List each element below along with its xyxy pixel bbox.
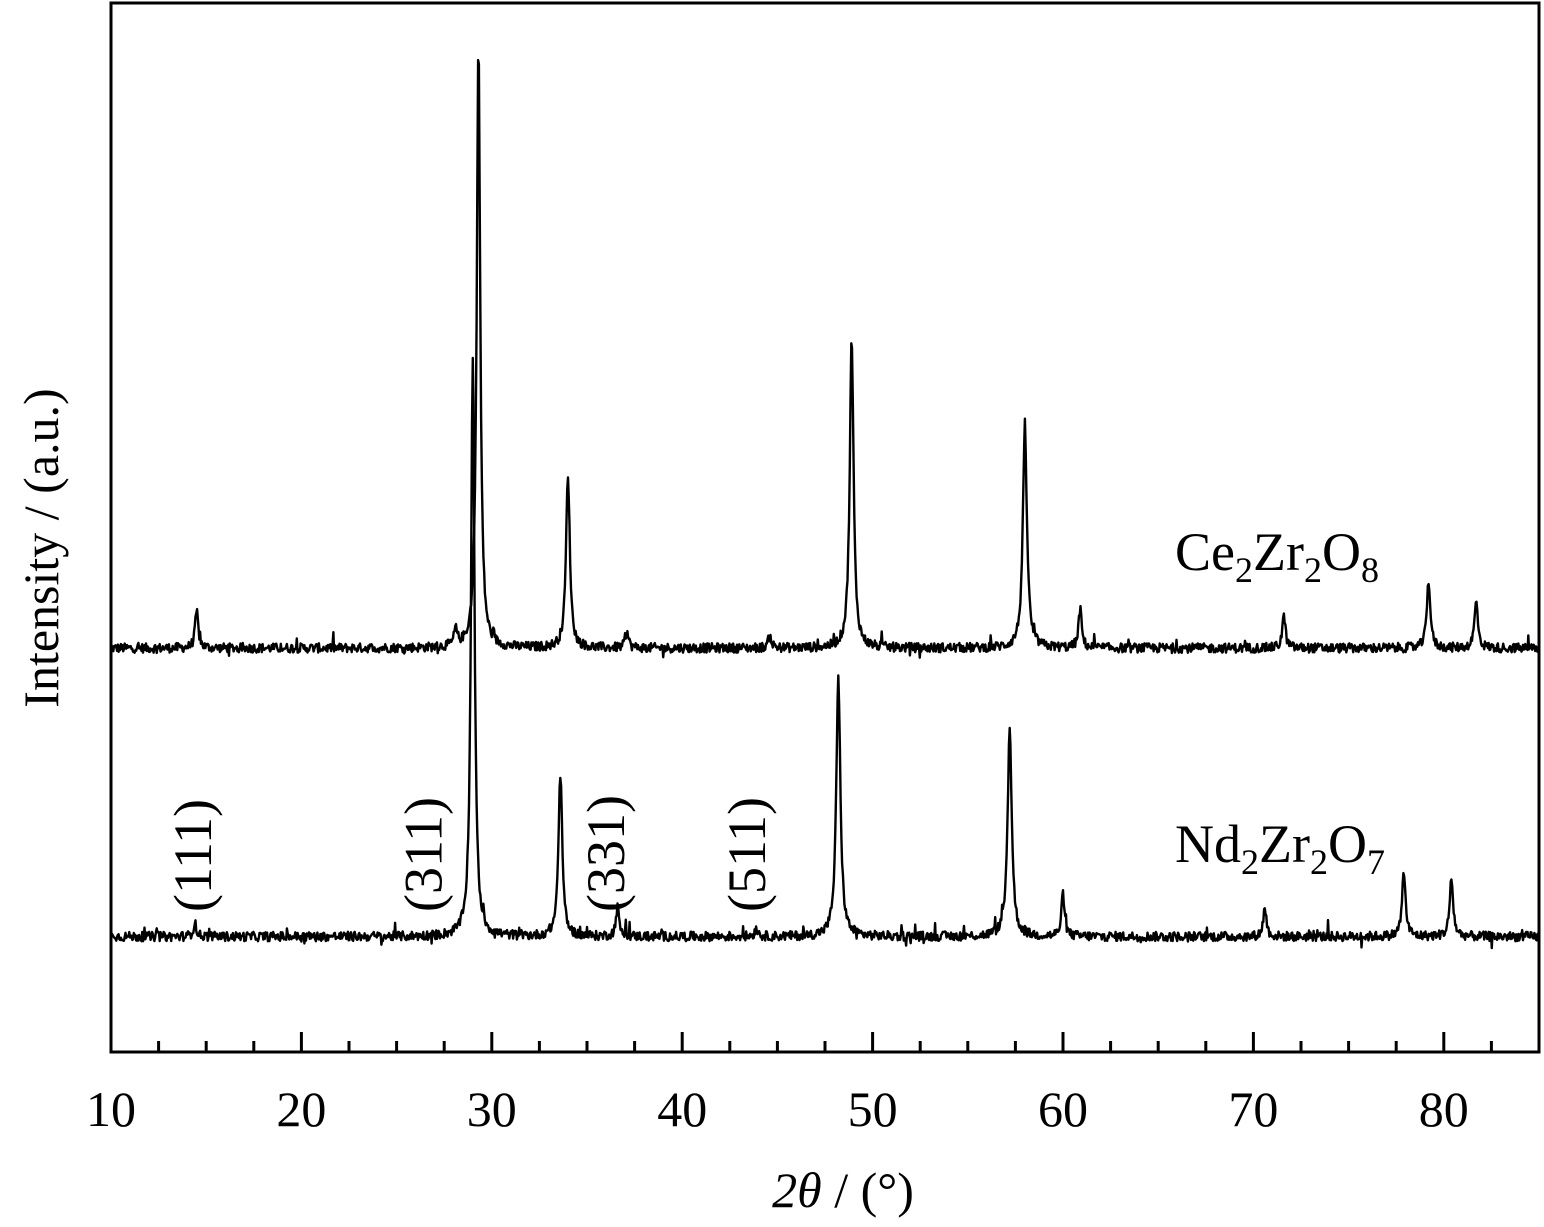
x-tick-label: 30 [467, 1081, 517, 1137]
hkl-label: (331) [576, 795, 636, 912]
x-axis-ticks [109, 1032, 1541, 1052]
x-axis-tick-labels: 10 20 30 40 50 60 70 80 [86, 1081, 1469, 1137]
x-tick-label: 60 [1038, 1081, 1088, 1137]
series-labels: Ce2Zr2O8 Nd2Zr2O7 [1175, 522, 1385, 882]
x-tick-label: 80 [1419, 1081, 1469, 1137]
hkl-annotations: (111) (311) (331) (511) [163, 795, 777, 912]
series-label-1: Nd2Zr2O7 [1175, 814, 1385, 882]
hkl-label: (311) [393, 797, 453, 912]
x-tick-label: 20 [276, 1081, 326, 1137]
x-tick-label: 40 [657, 1081, 707, 1137]
series-label-0: Ce2Zr2O8 [1175, 522, 1379, 590]
x-axis-label: 2θ / (°) [772, 1162, 914, 1218]
hkl-label: (111) [163, 799, 223, 912]
x-tick-label: 70 [1228, 1081, 1278, 1137]
series-line-1 [109, 356, 1540, 950]
series-traces [109, 58, 1540, 950]
x-tick-label: 50 [848, 1081, 898, 1137]
plot-frame [109, 1, 1541, 1054]
series-line-0 [110, 58, 1540, 659]
x-tick-label: 10 [86, 1081, 136, 1137]
y-axis-label: Intensity / (a.u.) [13, 388, 69, 707]
hkl-label: (511) [717, 797, 777, 912]
